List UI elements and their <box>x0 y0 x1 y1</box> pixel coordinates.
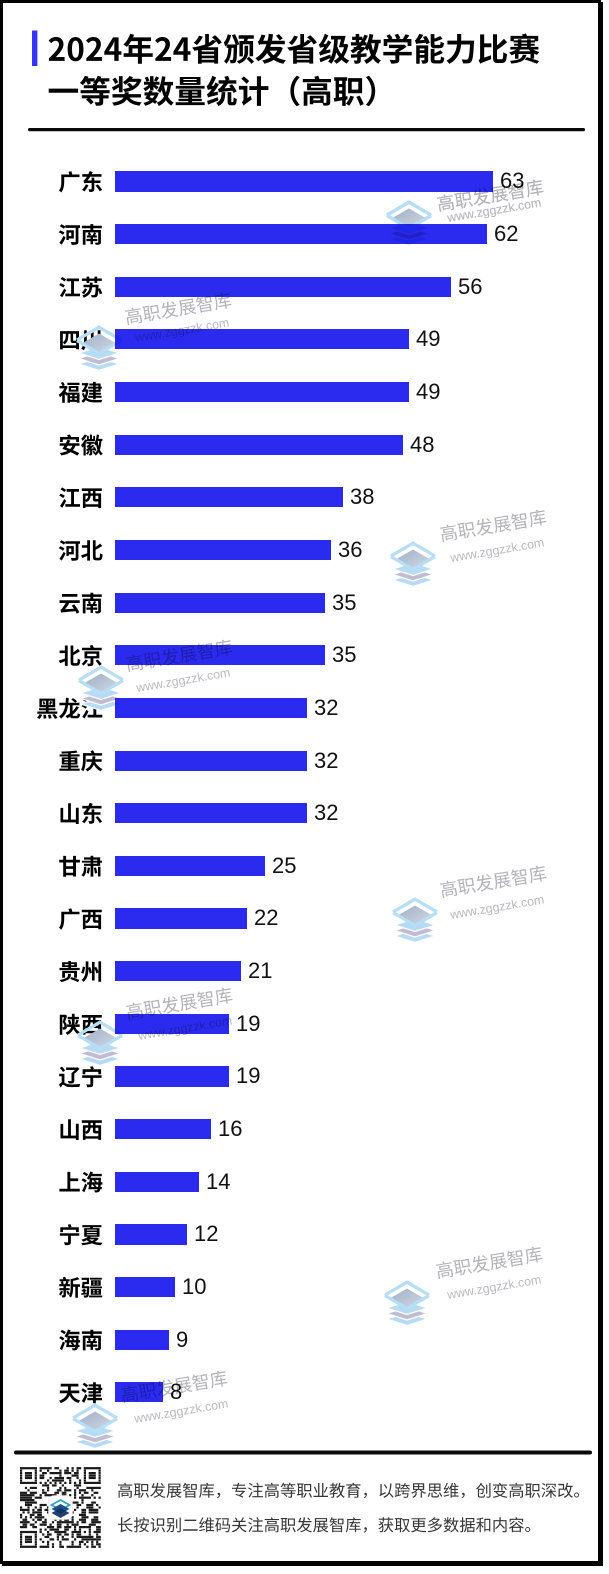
svg-text:www.zggzzk.com: www.zggzzk.com <box>448 892 545 922</box>
svg-text:www.zggzzk.com: www.zggzzk.com <box>133 315 230 345</box>
svg-text:www.zggzzk.com: www.zggzzk.com <box>134 665 231 695</box>
svg-text:www.zggzzk.com: www.zggzzk.com <box>132 1396 229 1426</box>
svg-text:www.zggzzk.com: www.zggzzk.com <box>448 535 545 565</box>
svg-text:www.zggzzk.com: www.zggzzk.com <box>445 1272 542 1302</box>
svg-text:www.zggzzk.com: www.zggzzk.com <box>136 1013 233 1043</box>
